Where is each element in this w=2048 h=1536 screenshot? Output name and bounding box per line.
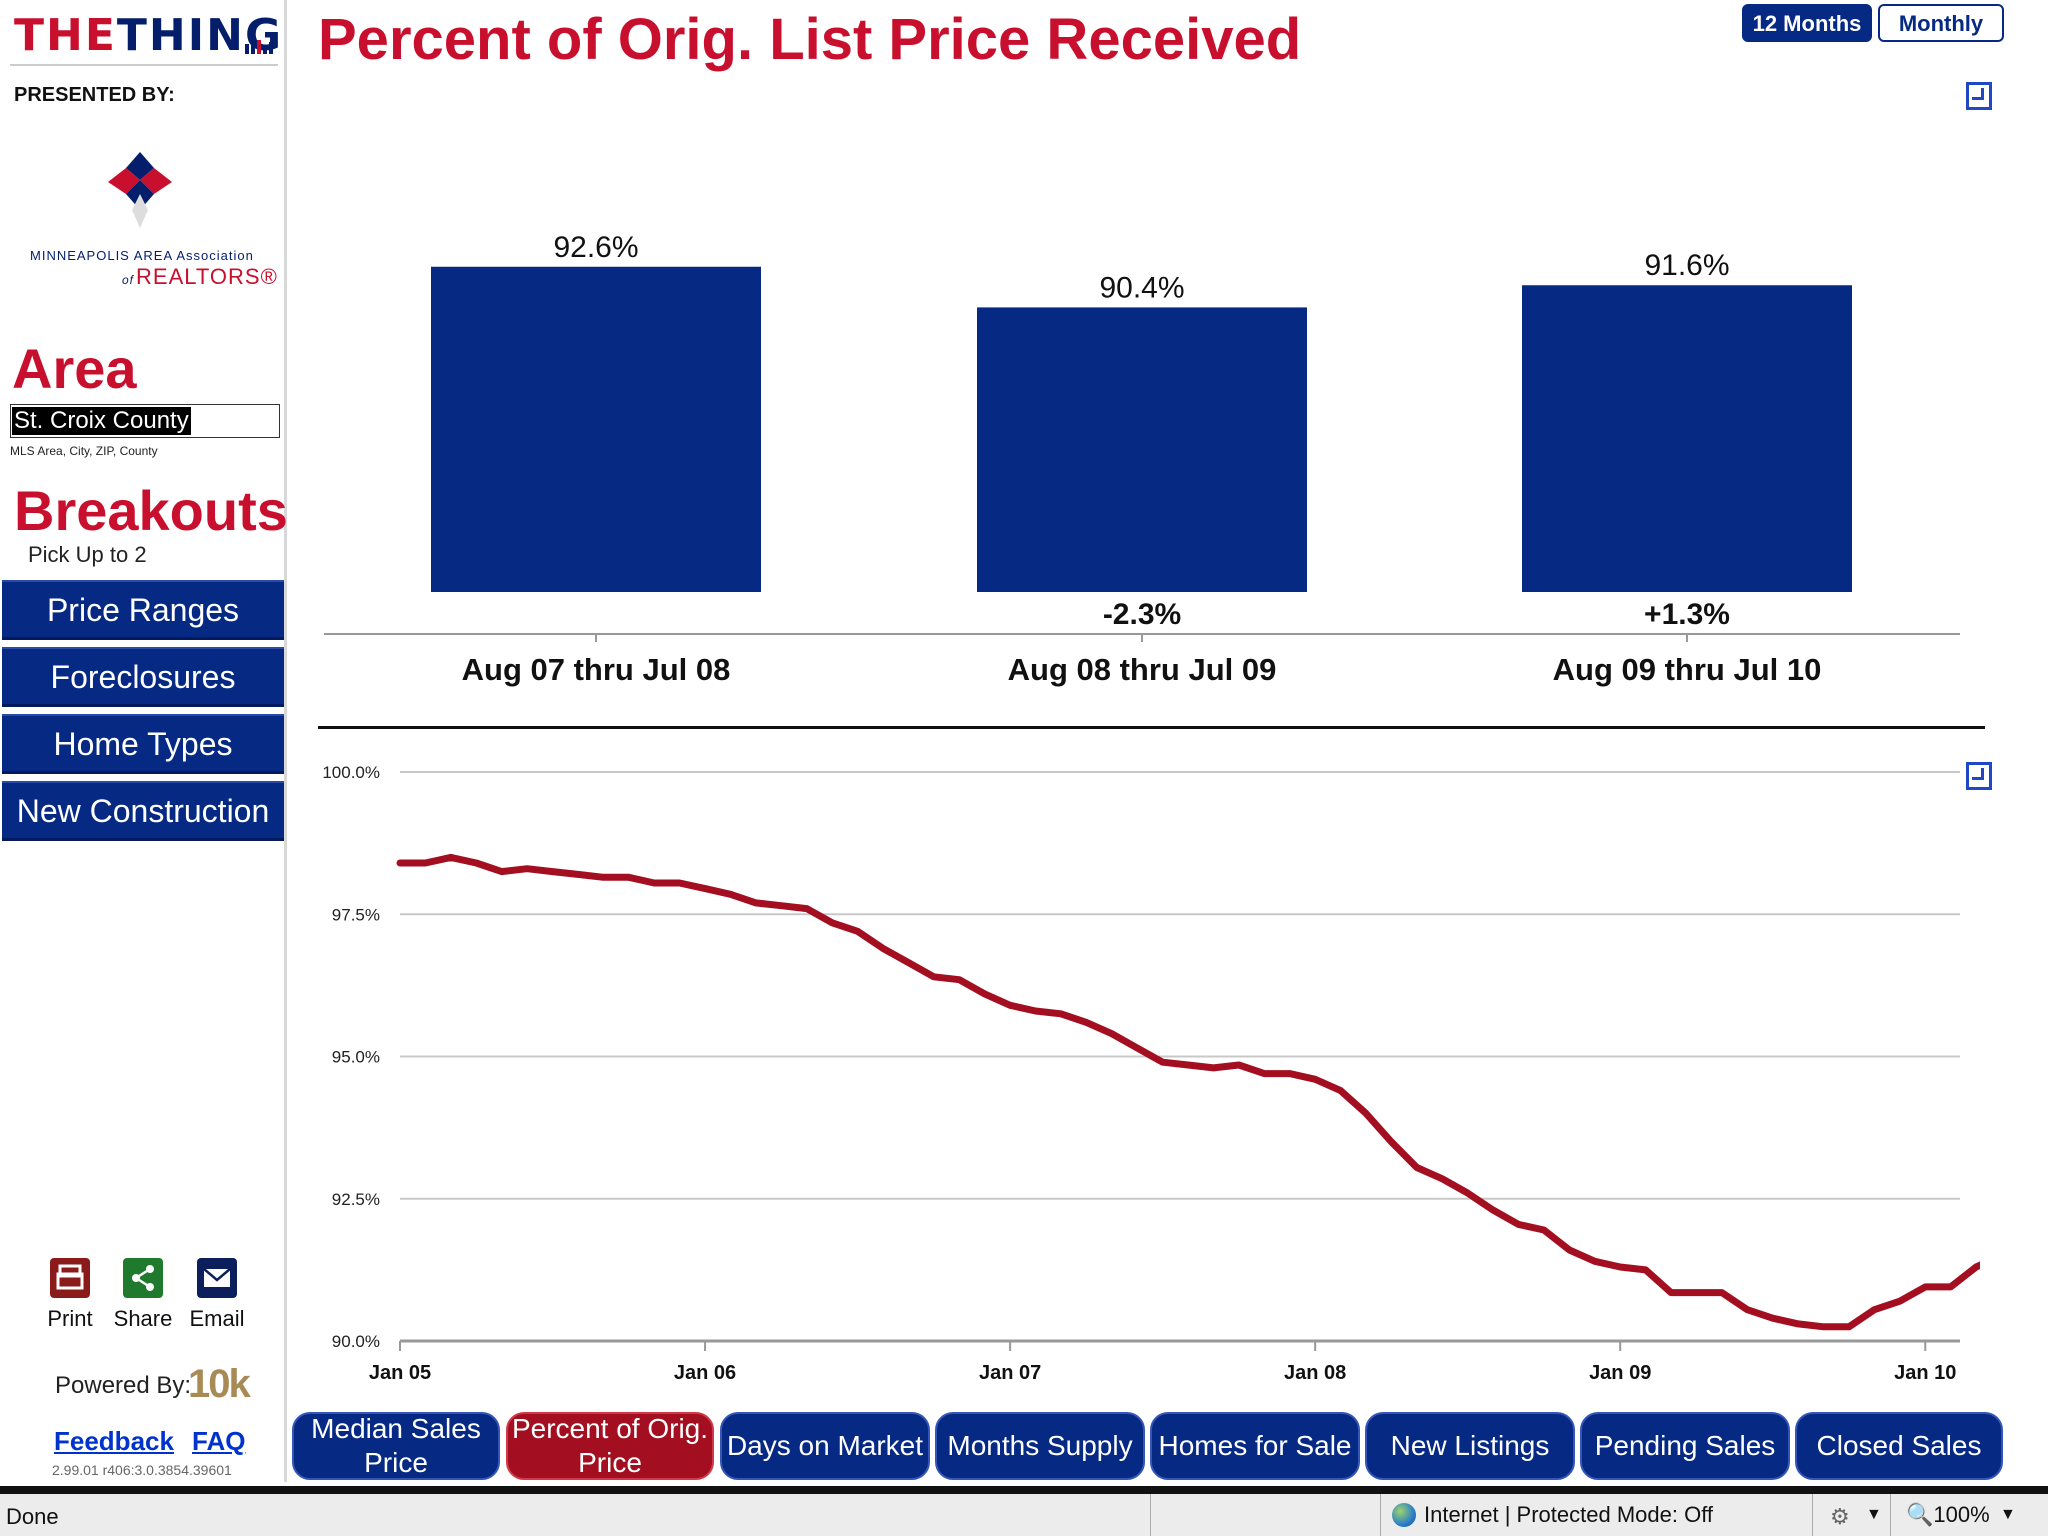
tab-months-supply[interactable]: Months Supply (935, 1412, 1145, 1480)
status-done-text: Done (6, 1504, 59, 1529)
line-series (396, 853, 1980, 1331)
print-button[interactable]: Print (40, 1258, 100, 1332)
bar (431, 266, 761, 592)
logo-of-text: of (122, 273, 135, 287)
line-y-tick-label: 100.0% (322, 763, 380, 782)
bar-change-label: -2.3% (1103, 598, 1181, 631)
globe-icon (1392, 1503, 1416, 1527)
bar-category-label: Aug 07 thru Jul 08 (462, 652, 731, 687)
zoom-icon: 🔍 (1906, 1502, 1934, 1527)
bar-chart: 92.6% Aug 07 thru Jul 08 90.4% -2.3% Aug 08 … (324, 231, 1960, 687)
bar (977, 307, 1307, 592)
chevron-down-icon[interactable]: ▼ (1866, 1506, 1882, 1523)
logo-realtors-text: ofREALTORS® (122, 264, 278, 290)
brand-logo: THETHING (14, 10, 283, 61)
line-y-tick-label: 92.5% (332, 1190, 380, 1209)
line-chart: 90.0%92.5%95.0%97.5%100.0% Jan 05 Jan 06 J… (322, 763, 1980, 1384)
print-label: Print (47, 1306, 93, 1331)
monthly-toggle[interactable]: Monthly (1878, 4, 2004, 42)
share-icon (123, 1258, 163, 1298)
expand-line-chart-icon[interactable] (1966, 762, 1992, 790)
line-y-tick-label: 95.0% (332, 1048, 380, 1067)
powered-by-label: Powered By: (55, 1372, 192, 1399)
logo-realtors-word: REALTORS® (136, 264, 278, 289)
tab-median-sales-price[interactable]: Median Sales Price (292, 1412, 500, 1480)
breakouts-subtitle: Pick Up to 2 (28, 542, 147, 567)
bar-value-label: 91.6% (1644, 249, 1729, 282)
brand-divider (10, 64, 278, 66)
line-chart-grid: 90.0% 92.5% 95.0% 97.5% 100.0% (322, 763, 1960, 1351)
page-title: Percent of Orig. List Price Received (318, 7, 1302, 72)
version-text: 2.99.01 r406:3.0.3854.39601 (52, 1462, 232, 1478)
security-zone: Internet | Protected Mode: Off (1392, 1498, 1713, 1532)
tab-pending-sales[interactable]: Pending Sales (1580, 1412, 1790, 1480)
sidebar: THETHING PRESENTED BY: MINNEAPOLIS AREA … (0, 0, 288, 1482)
bar-value-label: 90.4% (1099, 271, 1184, 304)
breakouts-heading: Breakouts (14, 479, 288, 542)
line-x-tick-label: Jan 08 (1284, 1362, 1346, 1384)
browser-status-bar: Done Internet | Protected Mode: Off ⚙ ▼ … (0, 1486, 2048, 1536)
print-icon (50, 1258, 90, 1298)
share-button[interactable]: Share (113, 1258, 173, 1332)
chart-separator (318, 726, 1985, 729)
bar-chart-marks: 92.6% Aug 07 thru Jul 08 90.4% -2.3% Aug 08 … (324, 231, 1960, 687)
area-hint-text: MLS Area, City, ZIP, County (10, 444, 158, 458)
foreclosures-button[interactable]: Foreclosures (2, 647, 284, 707)
feedback-link[interactable]: Feedback (54, 1426, 174, 1456)
area-heading: Area (12, 337, 137, 400)
status-divider (1150, 1494, 1151, 1536)
line-y-tick-label: 97.5% (332, 905, 380, 924)
tab-closed-sales[interactable]: Closed Sales (1795, 1412, 2003, 1480)
share-label: Share (113, 1306, 173, 1331)
security-zone-text: Internet | Protected Mode: Off (1424, 1502, 1714, 1527)
tab-homes-for-sale[interactable]: Homes for Sale (1150, 1412, 1360, 1480)
line-chart-ticks: Jan 05 Jan 06 Jan 07 Jan 08 Jan 09 Jan 10 (369, 1341, 1956, 1384)
zoom-level[interactable]: 🔍100% (1906, 1502, 1990, 1528)
line-x-tick-label: Jan 10 (1894, 1362, 1956, 1384)
10k-logo: 10k (188, 1362, 251, 1406)
status-divider (1890, 1494, 1891, 1536)
tab-new-listings[interactable]: New Listings (1365, 1412, 1575, 1480)
expand-bar-chart-icon[interactable] (1966, 82, 1992, 110)
line-x-tick-label: Jan 07 (979, 1362, 1041, 1384)
line-y-tick-label: 90.0% (332, 1332, 380, 1351)
bar-chart-icon (245, 36, 273, 54)
bar (1522, 285, 1852, 592)
tab-percent-of-orig-price[interactable]: Percent of Orig. Price (506, 1412, 714, 1480)
home-types-button[interactable]: Home Types (2, 714, 284, 774)
area-search-input[interactable] (10, 404, 280, 438)
email-button[interactable]: Email (187, 1258, 247, 1332)
email-label: Email (189, 1306, 245, 1331)
presented-by-label: PRESENTED BY: (14, 84, 175, 106)
brand-part-1: THE (14, 10, 117, 61)
bar-category-label: Aug 09 thru Jul 10 (1553, 652, 1822, 687)
status-divider (1812, 1494, 1813, 1536)
12-months-toggle[interactable]: 12 Months (1742, 4, 1872, 42)
logo-association-text: MINNEAPOLIS AREA Association (30, 248, 254, 263)
protected-mode-icon[interactable]: ⚙ (1830, 1504, 1850, 1529)
line-x-tick-label: Jan 06 (674, 1362, 736, 1384)
bar-category-label: Aug 08 thru Jul 09 (1008, 652, 1277, 687)
zoom-level-text: 100% (1933, 1502, 1990, 1527)
chevron-down-icon[interactable]: ▼ (2000, 1506, 2016, 1523)
tab-days-on-market[interactable]: Days on Market (720, 1412, 930, 1480)
email-icon (197, 1258, 237, 1298)
realtors-logo-icon (108, 152, 172, 228)
line-x-tick-label: Jan 09 (1589, 1362, 1651, 1384)
status-divider (1380, 1494, 1381, 1536)
line-x-tick-label: Jan 05 (369, 1362, 431, 1384)
bar-change-label: +1.3% (1644, 598, 1730, 631)
faq-link[interactable]: FAQ (192, 1426, 246, 1456)
price-ranges-button[interactable]: Price Ranges (2, 580, 284, 640)
bar-value-label: 92.6% (553, 231, 638, 264)
new-construction-button[interactable]: New Construction (2, 781, 284, 841)
